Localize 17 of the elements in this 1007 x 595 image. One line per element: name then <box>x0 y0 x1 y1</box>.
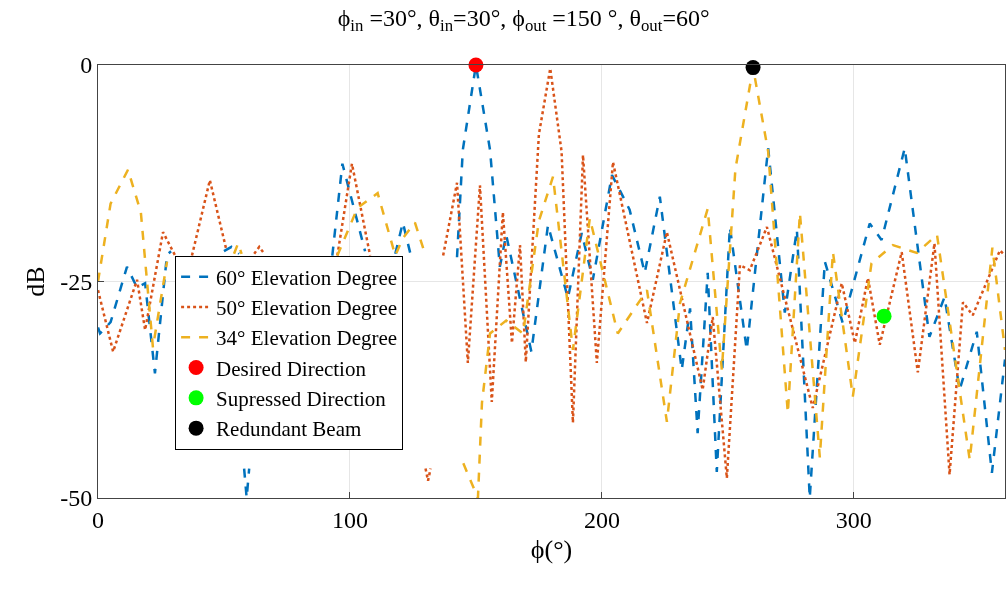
chart-title: ϕ$_{in}$ =30°, θ$_{in}$=30°, ϕ$_{out}$ =150 °, θ$_{out}$=60° <box>337 4 710 35</box>
point <box>876 308 892 324</box>
point <box>745 60 761 76</box>
legend-label: Redundant Beam <box>216 417 362 442</box>
x-tick-label: 200 <box>583 506 620 533</box>
legend-label: Desired Direction <box>216 356 367 381</box>
legend-label: Supressed Direction <box>216 387 387 412</box>
y-tick-label: -25 <box>60 268 93 295</box>
y-tick-label: -50 <box>60 485 93 512</box>
y-axis-title: dB <box>20 266 50 297</box>
x-tick-label: 100 <box>331 506 368 533</box>
legend-label: 60° Elevation Degree <box>216 265 398 290</box>
legend-label: 50° Elevation Degree <box>216 296 398 321</box>
legend-label: 34° Elevation Degree <box>216 326 398 351</box>
y-tick-label: 0 <box>80 52 93 79</box>
x-tick-label: 300 <box>835 506 872 533</box>
x-axis-title: ϕ(°) <box>530 535 573 565</box>
